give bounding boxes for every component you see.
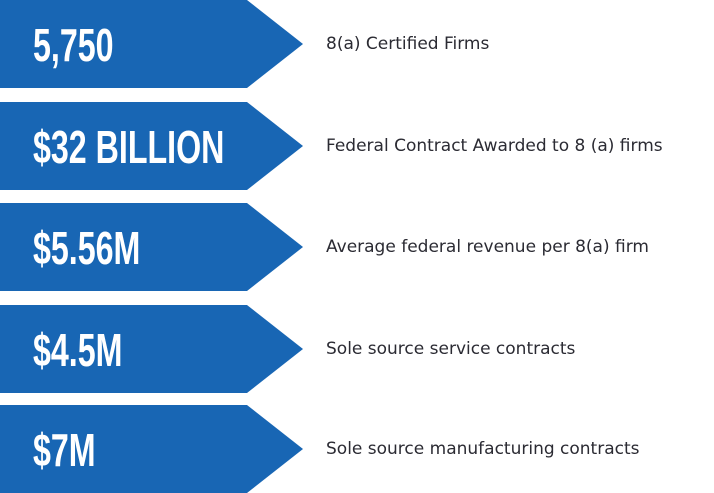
arrow-banner <box>0 102 303 190</box>
stat-label: Sole source manufacturing contracts <box>326 439 640 459</box>
stat-label: Sole source service contracts <box>326 339 576 359</box>
stat-value: $32 BILLION <box>33 123 224 174</box>
stat-row: $4.5M Sole source service contracts <box>0 305 576 393</box>
stat-row: 5,750 8(a) Certified Firms <box>0 0 489 88</box>
arrow-banner <box>0 0 303 88</box>
arrow-banner <box>0 203 303 291</box>
stat-row: $32 BILLION Federal Contract Awarded to 8… <box>0 102 663 190</box>
stat-value: 5,750 <box>33 21 114 72</box>
stat-value: $5.56M <box>33 224 140 275</box>
stat-row: $7M Sole source manufacturing contracts <box>0 405 640 493</box>
stat-label: Average federal revenue per 8(a) firm <box>326 237 649 257</box>
stat-row: $5.56M Average federal revenue per 8(a) f… <box>0 203 649 291</box>
stat-label: 8(a) Certified Firms <box>326 34 489 54</box>
stat-label: Federal Contract Awarded to 8 (a) firms <box>326 136 663 156</box>
arrow-banner <box>0 305 303 393</box>
arrow-banner <box>0 405 303 493</box>
stat-value: $7M <box>33 426 96 477</box>
stat-value: $4.5M <box>33 326 122 377</box>
